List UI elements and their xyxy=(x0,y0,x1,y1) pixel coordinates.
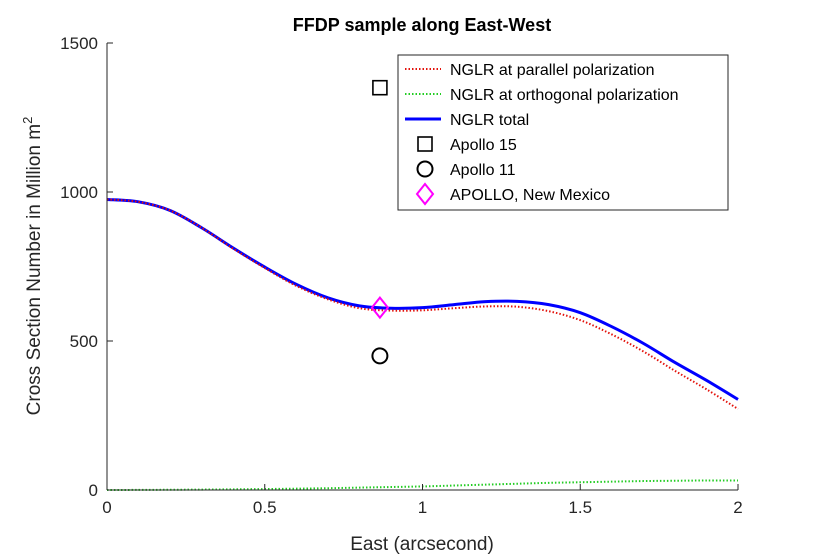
legend-label-apollo-nm: APOLLO, New Mexico xyxy=(450,187,610,204)
legend-box xyxy=(397,54,729,211)
x-axis-label: East (arcsecond) xyxy=(350,534,494,555)
chart-title: FFDP sample along East-West xyxy=(293,15,551,35)
marker-apollo15 xyxy=(372,79,388,96)
plot-markers xyxy=(370,79,390,365)
x-tick-label: 0 xyxy=(102,498,111,517)
y-axis-label: Cross Section Number in Million m2 xyxy=(20,117,45,416)
y-axis-label-superscript: 2 xyxy=(20,117,35,124)
legend-label-orthogonal: NGLR at orthogonal polarization xyxy=(450,87,679,104)
legend-label-total: NGLR total xyxy=(450,112,529,129)
x-tick-label: 1 xyxy=(418,498,427,517)
y-ticks: 0 500 1000 1500 xyxy=(60,34,113,500)
y-tick-label: 1500 xyxy=(60,34,98,53)
x-tick-label: 0.5 xyxy=(253,498,277,517)
x-tick-label: 1.5 xyxy=(568,498,592,517)
x-ticks: 0 0.5 1 1.5 2 xyxy=(102,484,743,517)
legend-label-parallel: NGLR at parallel polarization xyxy=(450,62,655,79)
y-axis-label-main: Cross Section Number in Million m xyxy=(24,124,45,415)
legend: NGLR at parallel polarization NGLR at or… xyxy=(397,54,729,211)
y-tick-label: 0 xyxy=(89,481,98,500)
series-line-parallel xyxy=(106,198,739,410)
legend-marker-apollo11 xyxy=(416,160,434,178)
y-tick-label: 500 xyxy=(70,332,98,351)
marker-apollo-nm xyxy=(370,296,390,320)
series-line-total xyxy=(106,197,739,401)
marker-apollo11 xyxy=(371,347,389,365)
legend-label-apollo15: Apollo 15 xyxy=(450,137,517,154)
y-tick-label: 1000 xyxy=(60,183,98,202)
legend-label-apollo11: Apollo 11 xyxy=(450,162,516,179)
plot-lines xyxy=(106,197,739,491)
legend-marker-apollo-nm xyxy=(415,182,435,206)
legend-marker-apollo15 xyxy=(417,136,433,152)
x-tick-label: 2 xyxy=(733,498,742,517)
